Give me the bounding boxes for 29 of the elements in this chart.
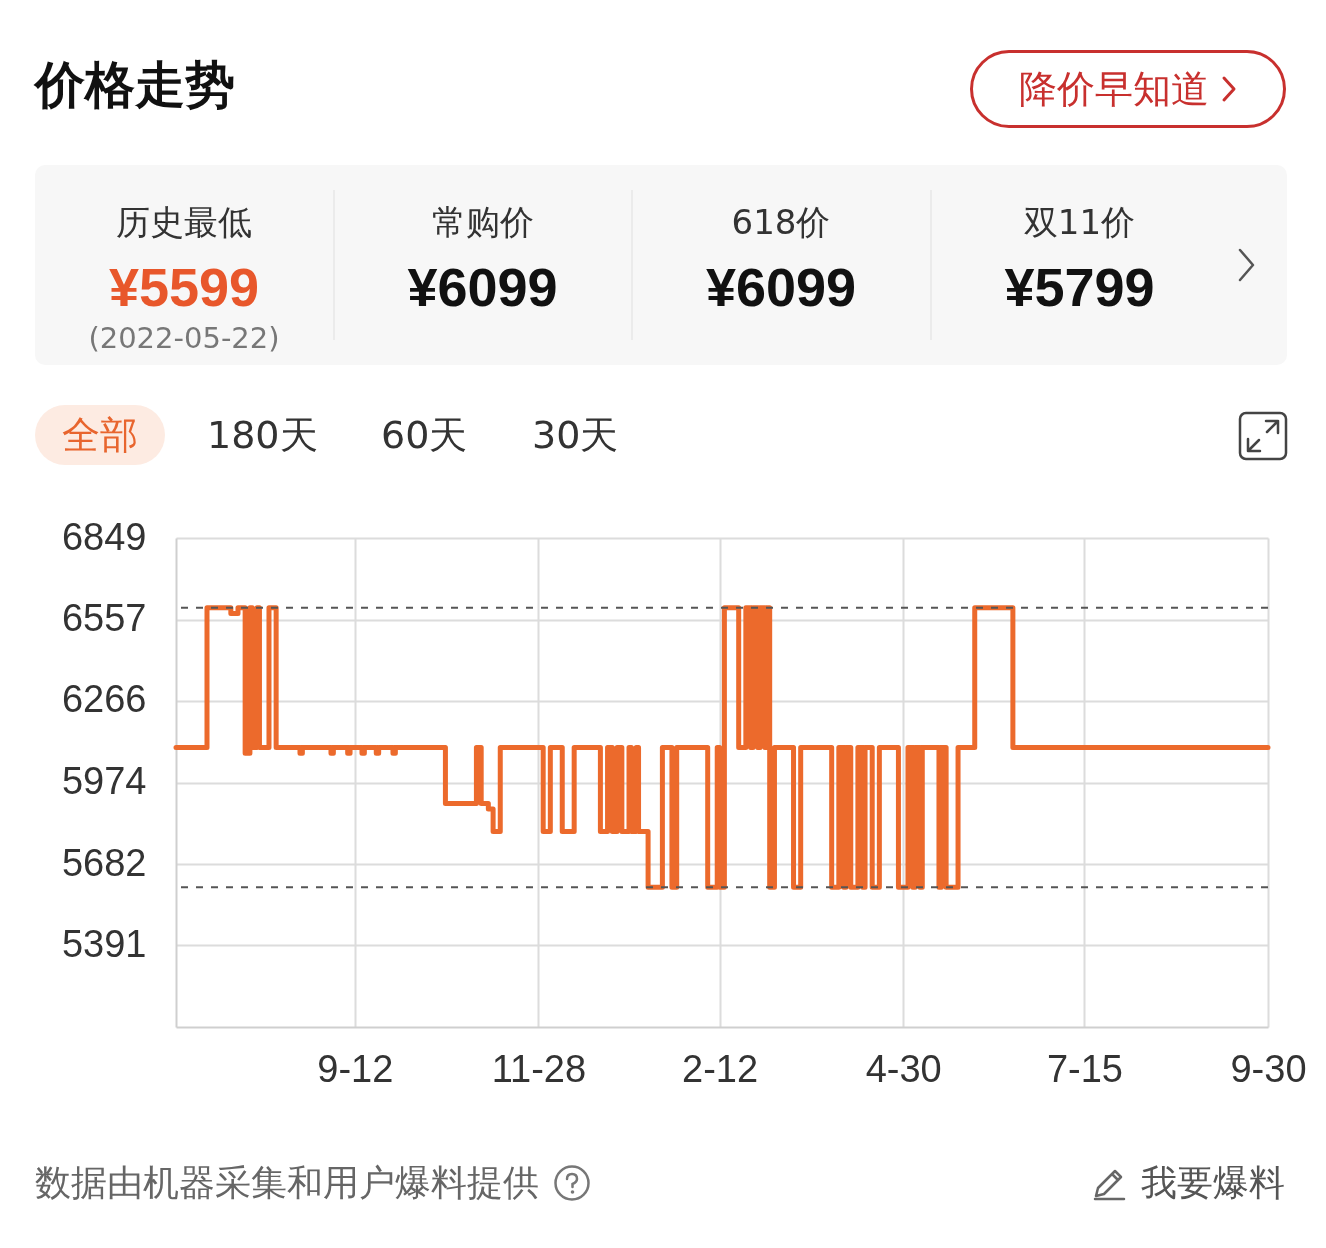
x-tick-label: 9-30 <box>1230 1047 1307 1090</box>
x-tick-label: 11-28 <box>491 1047 587 1090</box>
y-tick-label: 5974 <box>61 760 147 802</box>
text: ¥5799 <box>1003 257 1156 317</box>
x-tick-label: 9-12 <box>317 1047 394 1090</box>
selected-tab: 全部 <box>35 405 165 465</box>
pill-button: 降价早知道 <box>970 50 1286 128</box>
y-tick-label: 6557 <box>61 597 147 640</box>
text: 60天 <box>381 413 468 457</box>
text: ¥6099 <box>406 257 559 317</box>
text: ¥6099 <box>704 257 858 317</box>
x-tick-label: 4-30 <box>865 1047 942 1090</box>
text: ¥5599 <box>107 257 261 317</box>
text: 180天 <box>207 413 318 457</box>
text: 618价 <box>730 202 832 242</box>
text: 双11价 <box>1022 202 1137 242</box>
text: 30天 <box>532 413 619 457</box>
y-tick-label: 6849 <box>61 515 147 558</box>
text: 历史最低 <box>115 202 253 242</box>
text: 我要爆料 <box>1141 1162 1285 1204</box>
x-tick-label: 2-12 <box>682 1047 759 1090</box>
y-tick-label: 5682 <box>61 841 147 884</box>
text: 数据由机器采集和用户爆料提供 <box>35 1162 539 1204</box>
x-tick-label: 7-15 <box>1046 1047 1123 1090</box>
text: (2022-05-22) <box>87 321 281 355</box>
y-tick-label: 5391 <box>61 922 147 965</box>
text: 常购价 <box>430 202 535 242</box>
chart-title: 价格走势 <box>35 55 235 115</box>
y-tick-label: 6266 <box>61 678 147 721</box>
